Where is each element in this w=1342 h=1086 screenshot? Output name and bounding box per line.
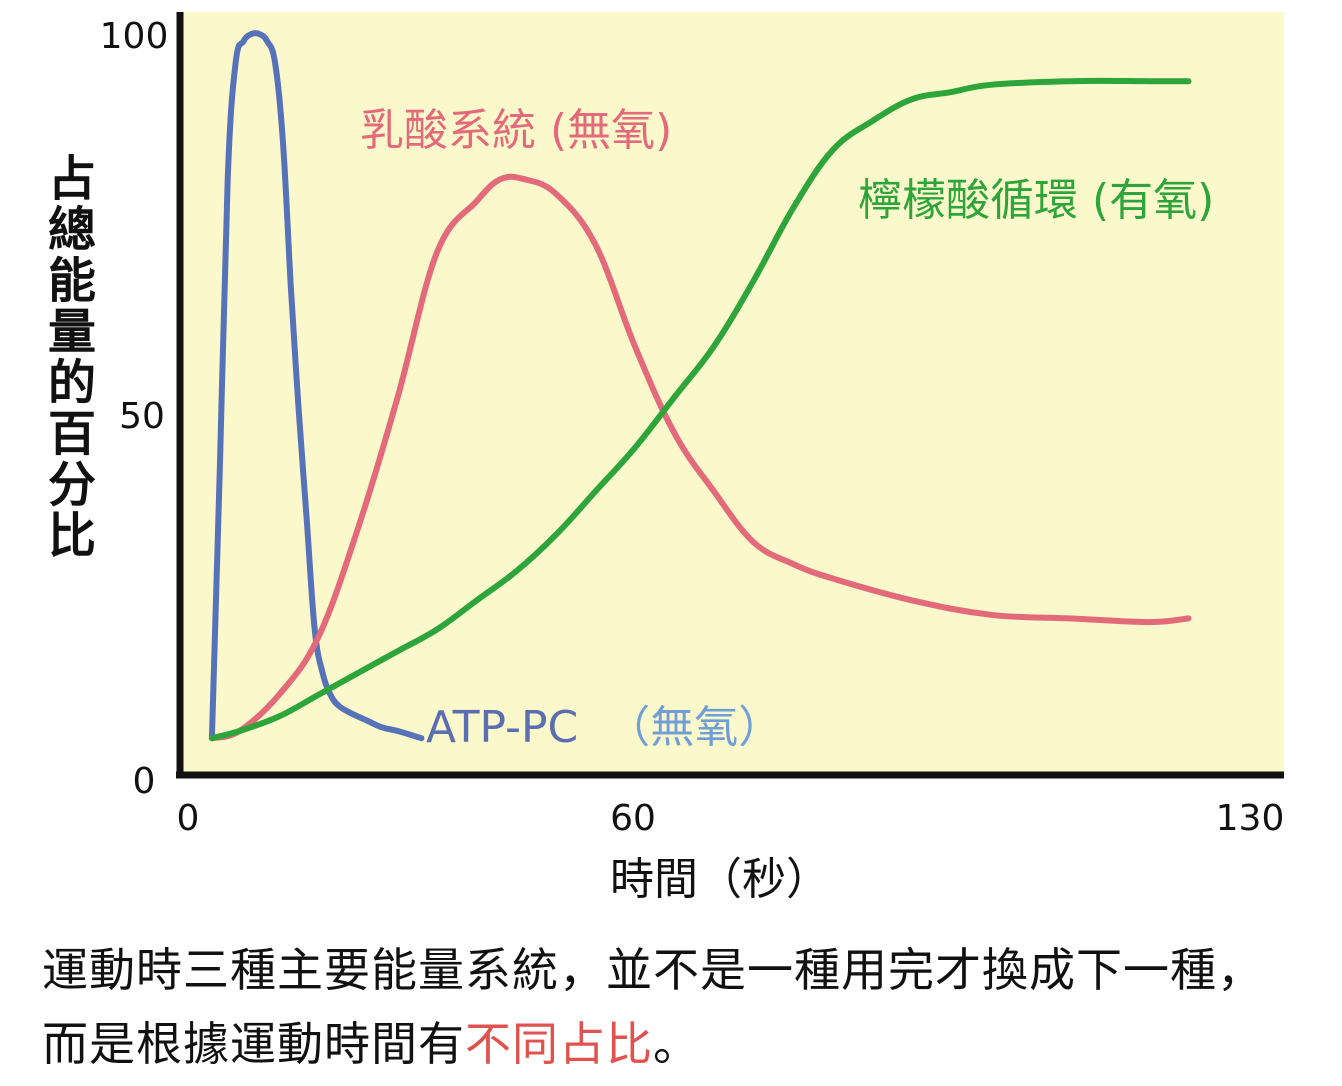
energy-system-chart: 0 50 100 0 60 130 時間（秒） 占總能量的百分比 ATP-PC （無氧） 乳酸系統…	[48, 12, 1285, 905]
series-label-citric: 檸檬酸循環 (有氧)	[858, 175, 1214, 226]
caption-line-1: 運動時三種主要能量系統，並不是一種用完才換成下一種，	[42, 943, 1264, 997]
series-label-lactic: 乳酸系統 (無氧)	[360, 105, 672, 156]
caption-line-2-prefix: 而是根據運動時間有	[42, 1017, 465, 1071]
x-axis-label: 時間（秒）	[610, 854, 830, 905]
caption-line-2-suffix: 。	[653, 1017, 700, 1071]
caption-line-2: 而是根據運動時間有不同占比。	[42, 1008, 700, 1074]
y-axis-label: 占總能量的百分比	[48, 151, 96, 564]
y-tick-label: 0	[133, 761, 156, 802]
series-line-lactic	[208, 173, 1192, 742]
series-line-citric	[208, 77, 1192, 742]
series-label-atp-pc: ATP-PC （無氧）	[426, 702, 782, 753]
plot-background	[180, 12, 1284, 776]
y-tick-label: 50	[119, 396, 165, 437]
y-tick-label: 100	[100, 16, 169, 57]
x-tick-label: 130	[1216, 798, 1285, 839]
series-line-atp-pc	[208, 30, 425, 742]
caption-highlight: 不同占比	[465, 1017, 653, 1071]
x-tick-label: 60	[610, 798, 656, 839]
x-tick-label: 0	[177, 798, 200, 839]
